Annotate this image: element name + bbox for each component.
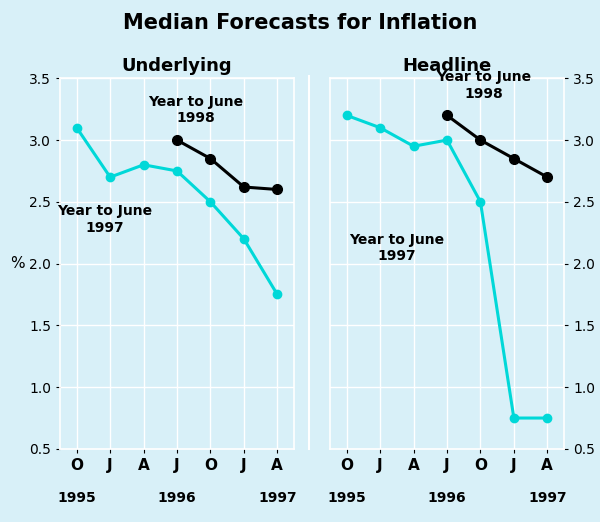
Y-axis label: %: % <box>11 256 25 271</box>
Text: 1996: 1996 <box>158 491 196 505</box>
Text: 1997: 1997 <box>528 491 566 505</box>
Title: Underlying: Underlying <box>122 57 232 75</box>
Text: Year to June
1998: Year to June 1998 <box>436 70 532 101</box>
Text: 1996: 1996 <box>428 491 466 505</box>
Text: Year to June
1998: Year to June 1998 <box>148 95 243 125</box>
Title: Headline: Headline <box>403 57 491 75</box>
Text: 1997: 1997 <box>258 491 296 505</box>
Text: 1995: 1995 <box>58 491 96 505</box>
Text: 1995: 1995 <box>328 491 366 505</box>
Text: Year to June
1997: Year to June 1997 <box>349 233 445 263</box>
Text: Median Forecasts for Inflation: Median Forecasts for Inflation <box>123 13 477 33</box>
Text: Year to June
1997: Year to June 1997 <box>58 204 152 234</box>
